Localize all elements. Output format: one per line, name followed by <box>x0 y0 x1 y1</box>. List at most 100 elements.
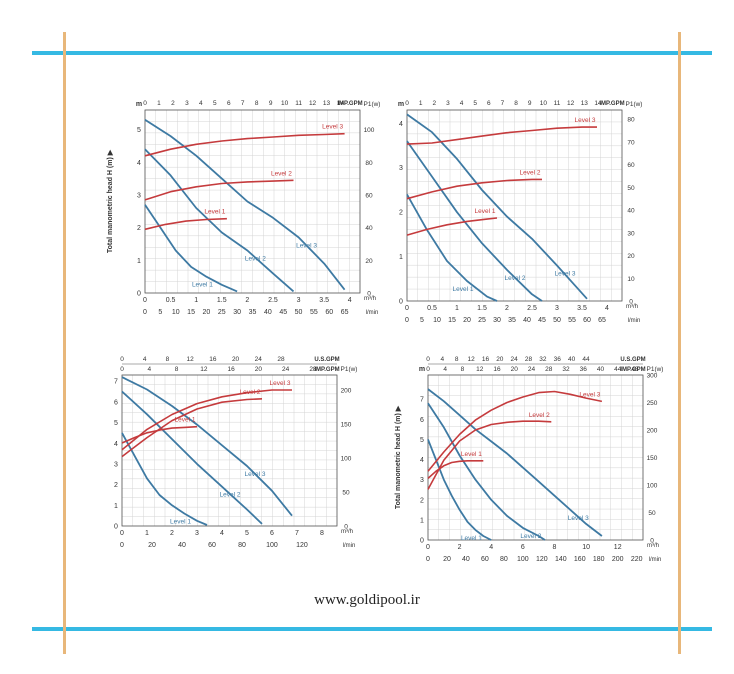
gpm-tick-label: 8 <box>255 100 259 107</box>
head-curve-label: Level 2 <box>220 492 241 499</box>
x-unit-label: m³/h <box>364 296 376 302</box>
lmin-tick-label: 40 <box>523 317 531 324</box>
head-curve-label: Level 3 <box>555 270 576 277</box>
lmin-tick-label: 60 <box>583 317 591 324</box>
power-curve-label: Level 3 <box>270 380 291 387</box>
usgpm-tick-label: 4 <box>143 356 147 363</box>
x-tick-label: 2 <box>505 305 509 312</box>
lmin-tick-label: 45 <box>279 309 287 316</box>
power-unit-label: P1(w) <box>364 101 381 108</box>
head-curve-level-2 <box>121 390 263 525</box>
head-curve-label: Level 3 <box>296 242 317 249</box>
gpm-tick-label: 44 <box>614 366 622 373</box>
pump-chart-3: 0 1 2 3 4 5 6 7 0 50 100 150 200 P1(w) 0 1 2 3 4 5 6 7 8 m³/h 0 2… <box>100 350 390 570</box>
gpm-tick-label: 6 <box>487 100 491 107</box>
head-curve-level-1 <box>121 432 208 526</box>
x-unit-label: m³/h <box>647 543 659 549</box>
usgpm-tick-label: 44 <box>582 356 590 363</box>
lmin-tick-label: 120 <box>296 542 308 549</box>
y-tick-label: 4 <box>114 441 118 448</box>
gpm-tick-label: 16 <box>227 366 235 373</box>
x-tick-label: 5 <box>245 530 249 537</box>
power-tick-label: 20 <box>365 258 373 265</box>
usgpm-tick-label: 28 <box>277 356 285 363</box>
y-tick-label: 5 <box>137 127 141 134</box>
gpm-tick-label: 24 <box>528 366 536 373</box>
lmin-tick-label: 80 <box>500 556 508 563</box>
head-curve-level-2 <box>144 148 295 293</box>
lmin-tick-label: 60 <box>325 309 333 316</box>
gpm-tick-label: 14 <box>594 100 602 107</box>
power-tick-label: 100 <box>364 127 375 134</box>
pump-chart-4: 0 1 2 3 4 5 6 7 m 0 50 100 150 200 250 300 P1(w) 0 2 4 6 8 10 1… <box>390 340 680 580</box>
lmin-tick-label: 20 <box>443 556 451 563</box>
lmin-tick-label: 40 <box>462 556 470 563</box>
lmin-tick-label: 30 <box>493 317 501 324</box>
head-curve-label: Level 2 <box>520 533 541 540</box>
y-tick-label: 3 <box>399 165 403 172</box>
y-tick-label: 7 <box>114 379 118 386</box>
head-curve-label: Level 1 <box>453 286 474 293</box>
usgpm-unit-label: U.S.GPM <box>314 357 339 363</box>
gpm-tick-label: 0 <box>143 100 147 107</box>
usgpm-tick-label: 0 <box>426 356 430 363</box>
power-curve-level-1 <box>144 217 227 231</box>
y-tick-label: 1 <box>114 503 118 510</box>
x-tick-label: 3 <box>297 297 301 304</box>
x-tick-label: 4 <box>220 530 224 537</box>
right-tan-rule <box>678 32 681 654</box>
lmin-tick-label: 0 <box>143 309 147 316</box>
y-tick-label: 4 <box>399 121 403 128</box>
power-curve-level-2 <box>427 420 552 490</box>
head-curve-label: Level 1 <box>192 282 213 289</box>
lmin-tick-label: 5 <box>158 309 162 316</box>
x-tick-label: 4 <box>605 305 609 312</box>
x-tick-label: 0.5 <box>166 297 176 304</box>
power-unit-label: P1(w) <box>647 366 664 373</box>
lmin-tick-label: 55 <box>568 317 576 324</box>
gpm-tick-label: 16 <box>493 366 501 373</box>
gpm-tick-label: 20 <box>255 366 263 373</box>
power-tick-label: 50 <box>648 510 656 517</box>
lmin-unit-label: l/min <box>366 310 379 316</box>
power-tick-label: 70 <box>627 139 635 146</box>
usgpm-tick-label: 8 <box>166 356 170 363</box>
power-tick-label: 0 <box>629 299 633 306</box>
power-tick-label: 100 <box>341 455 352 462</box>
lmin-unit-label: l/min <box>343 543 356 549</box>
gpm-tick-label: 3 <box>446 100 450 107</box>
plot-frame <box>121 374 338 527</box>
lmin-tick-label: 55 <box>310 309 318 316</box>
power-curve-level-2 <box>121 398 263 458</box>
gpm-tick-label: 0 <box>426 366 430 373</box>
power-curve-label: Level 2 <box>271 170 292 177</box>
x-tick-label: 0 <box>426 544 430 551</box>
power-curve-label: Level 3 <box>322 124 343 131</box>
gpm-tick-label: 1 <box>157 100 161 107</box>
gpm-tick-label: 3 <box>185 100 189 107</box>
lmin-unit-label: l/min <box>649 557 662 563</box>
x-tick-label: 3 <box>555 305 559 312</box>
lmin-tick-label: 20 <box>148 542 156 549</box>
y-tick-label: 1 <box>420 517 424 524</box>
gpm-tick-label: 4 <box>443 366 447 373</box>
gpm-tick-label: 2 <box>432 100 436 107</box>
usgpm-tick-label: 12 <box>467 356 475 363</box>
power-curve-level-3 <box>427 390 603 472</box>
left-tan-rule <box>63 32 66 654</box>
power-unit-label: P1(w) <box>341 366 358 373</box>
power-curve-level-3 <box>406 126 597 145</box>
head-curve-level-2 <box>427 402 546 541</box>
gpm-tick-label: 10 <box>540 100 548 107</box>
lmin-tick-label: 40 <box>178 542 186 549</box>
x-tick-label: 0 <box>405 305 409 312</box>
x-tick-label: 1 <box>194 297 198 304</box>
usgpm-tick-label: 28 <box>525 356 533 363</box>
head-curve-level-1 <box>406 193 498 302</box>
x-tick-label: 6 <box>270 530 274 537</box>
gpm-tick-label: 13 <box>581 100 589 107</box>
power-curve-level-1 <box>406 217 498 236</box>
